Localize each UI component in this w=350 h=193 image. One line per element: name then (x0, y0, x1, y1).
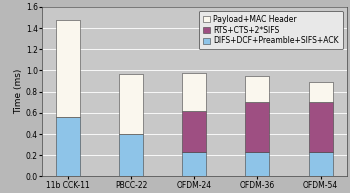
Bar (309, 82, 333, 102)
Y-axis label: Time (ms): Time (ms) (14, 69, 23, 114)
Bar (245, 102, 270, 152)
Bar (182, 111, 206, 152)
Bar (182, 152, 206, 176)
Bar (309, 152, 333, 176)
Bar (56, 117, 80, 176)
Bar (309, 102, 333, 152)
Bar (119, 134, 143, 176)
Bar (245, 152, 270, 176)
Bar (245, 76, 270, 102)
Bar (56, 20, 80, 117)
Legend: Payload+MAC Header, RTS+CTS+2*SIFS, DIFS+DCF+Preamble+SIFS+ACK: Payload+MAC Header, RTS+CTS+2*SIFS, DIFS… (199, 11, 343, 49)
Bar (182, 73, 206, 111)
Bar (119, 74, 143, 134)
